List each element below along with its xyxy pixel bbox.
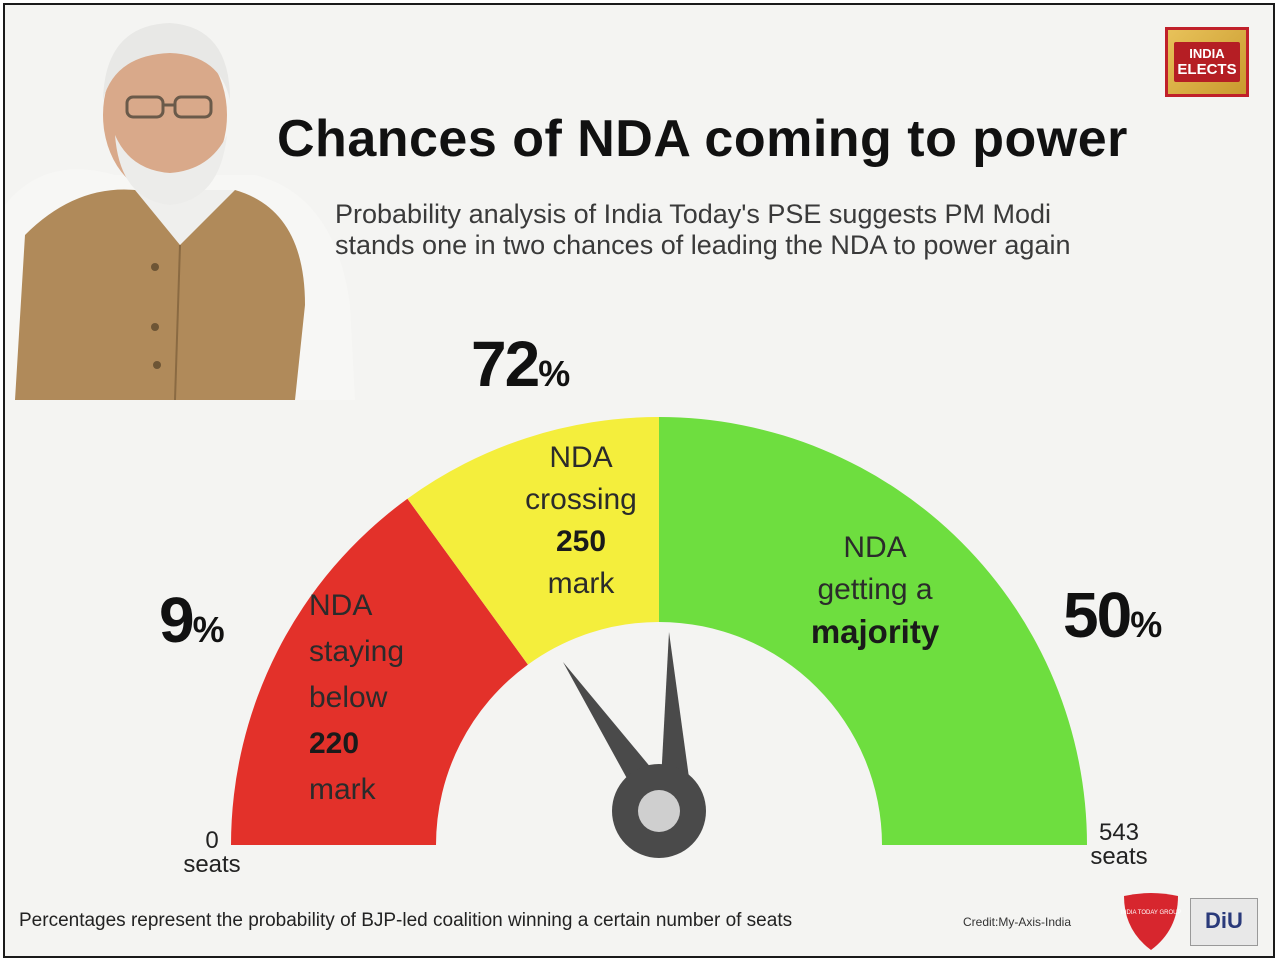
yellow-label-after: mark [547,567,615,600]
prob-label-yellow: 72% [471,327,570,401]
needle-right-arm [661,632,690,785]
india-elects-logo: INDIA ELECTS [1165,27,1249,97]
gauge-segment-red [231,498,528,845]
chart-subtitle: Probability analysis of India Today's PS… [335,199,1265,261]
yellow-label-line2: crossing [525,483,637,516]
needle-hub-center [638,790,680,832]
chart-title: Chances of NDA coming to power [277,110,1128,168]
scale-max-value: 543 [1098,819,1140,846]
scale-max-label: 543 seats [1083,821,1155,869]
red-label-line2: staying [309,635,405,668]
prob-percent-green: % [1130,604,1163,645]
red-label-bold: 220 [309,727,360,760]
yellow-label-bold: 250 [555,525,607,558]
india-today-group-logo: INDIA TODAY GROUP [1121,893,1182,950]
segment-label-green: NDA getting a majority [775,527,975,655]
gauge-chart [231,417,1087,858]
logo-line2: ELECTS [1177,61,1237,78]
gauge-segment-yellow [407,417,659,665]
prob-percent-red: % [192,609,225,650]
credit: Credit:My-Axis-India [963,915,1072,929]
diu-logo-text: DiU [1205,908,1243,933]
prob-value-green: 50 [1063,579,1132,651]
scale-min-label: 0 seats [180,829,244,877]
logo-line1: INDIA [1189,46,1225,61]
footnote: Percentages represent the probability of… [19,910,793,931]
red-label-after: mark [309,773,376,806]
scale-min-unit: seats [183,851,241,878]
diu-logo: DiU [1190,898,1258,946]
green-label-bold: majority [810,613,940,650]
yellow-label-line1: NDA [549,441,613,474]
scale-min-value: 0 [205,827,219,854]
needle-left-arm [563,662,657,793]
prob-label-red: 9% [159,583,225,657]
scale-max-unit: seats [1090,843,1148,870]
infographic-frame: INDIA ELECTS Chances of NDA coming to po… [3,3,1275,958]
segment-label-red: NDA staying below 220 mark [309,583,459,813]
red-label-line3: below [309,681,388,714]
itg-logo-text: INDIA TODAY GROUP [1121,910,1182,916]
gauge-segment-green [659,417,1087,845]
green-label-line2: getting a [817,573,933,606]
red-label-line1: NDA [309,589,373,622]
subtitle-line1: Probability analysis of India Today's PS… [335,199,1052,229]
segment-label-yellow: NDA crossing 250 mark [501,437,661,605]
subtitle-line2: stands one in two chances of leading the… [335,230,1071,260]
pm-modi-photo [5,5,355,400]
prob-value-red: 9 [159,584,195,656]
green-label-line1: NDA [843,531,907,564]
prob-label-green: 50% [1063,578,1162,652]
prob-value-yellow: 72 [471,328,540,400]
prob-percent-yellow: % [538,353,571,394]
